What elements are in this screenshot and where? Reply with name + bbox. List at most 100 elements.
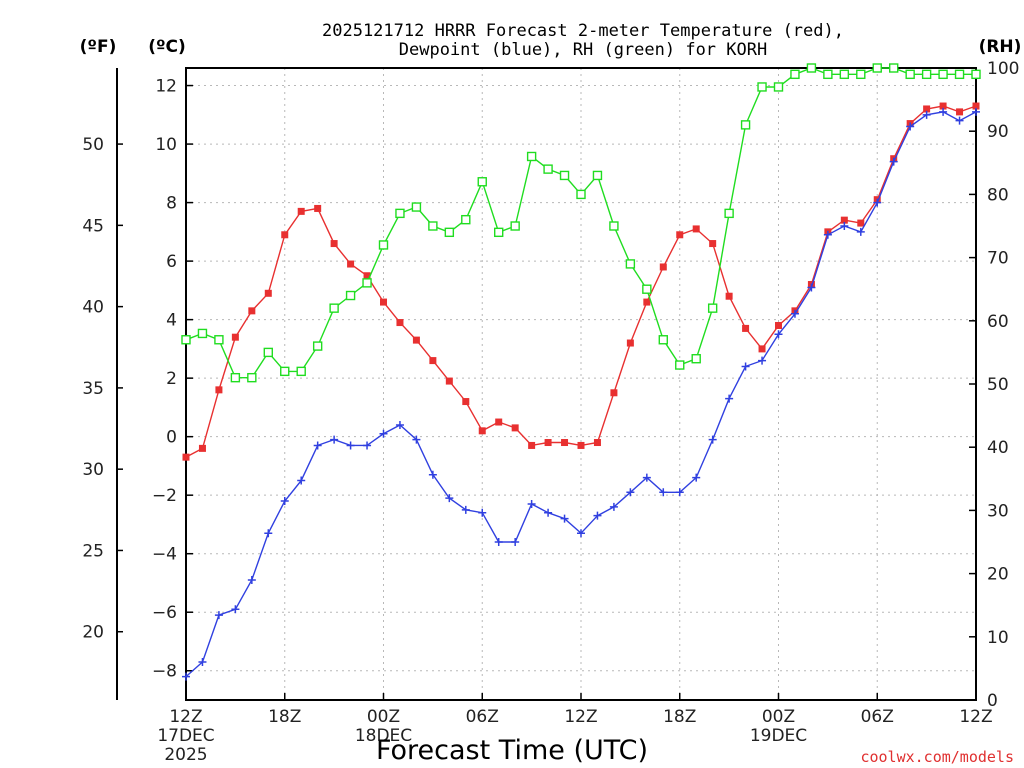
celsius-tick-label: 0 bbox=[166, 428, 177, 448]
rh-point bbox=[625, 259, 636, 269]
dewpoint-point bbox=[955, 116, 964, 125]
x-tick-label: 12Z bbox=[564, 707, 597, 727]
rh-point bbox=[526, 151, 537, 162]
temperature-point bbox=[248, 307, 256, 315]
celsius-tick-label: −2 bbox=[152, 486, 177, 506]
rh-point bbox=[921, 69, 932, 80]
temperature-point bbox=[412, 336, 420, 344]
temperature-point bbox=[725, 292, 733, 300]
rh-point bbox=[214, 335, 224, 345]
celsius-tick-label: 2 bbox=[166, 369, 177, 389]
temperature-point bbox=[659, 263, 667, 271]
dewpoint-point bbox=[412, 435, 421, 444]
rh-point bbox=[724, 208, 734, 219]
source-credit: coolwx.com/models bbox=[860, 748, 1014, 766]
temperature-point bbox=[511, 424, 519, 432]
dewpoint-point bbox=[182, 672, 190, 681]
dewpoint-point bbox=[560, 514, 569, 523]
chart-title-line2: Dewpoint (blue), RH (green) for KORH bbox=[399, 40, 767, 60]
rh-point bbox=[494, 227, 504, 238]
celsius-unit-label: (ºC) bbox=[148, 37, 186, 57]
rh-point bbox=[954, 69, 965, 80]
dewpoint-point bbox=[280, 497, 289, 506]
rh-point bbox=[740, 120, 751, 130]
plot-frame bbox=[185, 67, 977, 701]
fahrenheit-tick-label: 35 bbox=[82, 379, 104, 399]
dewpoint-point bbox=[840, 222, 849, 230]
rh-point bbox=[312, 341, 323, 351]
temperature-point bbox=[939, 102, 947, 110]
temperature-point bbox=[923, 105, 931, 113]
rh-point bbox=[378, 240, 389, 250]
x-tick-label: 06Z bbox=[861, 707, 894, 727]
temperature-point bbox=[626, 339, 634, 347]
dewpoint-point bbox=[544, 508, 553, 517]
x-tick-label: 06Z bbox=[466, 707, 499, 727]
rh-point bbox=[889, 63, 899, 73]
data-series bbox=[181, 63, 981, 681]
rh-tick-label: 40 bbox=[987, 438, 1009, 458]
temperature-point bbox=[544, 439, 552, 447]
dewpoint-point bbox=[741, 362, 750, 371]
dewpoint-point bbox=[609, 502, 618, 511]
rh-point bbox=[576, 189, 586, 200]
celsius-tick-label: −8 bbox=[152, 662, 177, 682]
rh-point bbox=[856, 69, 866, 80]
rh-point bbox=[543, 164, 553, 174]
temperature-point bbox=[429, 357, 437, 365]
temperature-point bbox=[396, 319, 404, 327]
temperature-point bbox=[840, 216, 848, 224]
x-tick-date-label: 18DEC bbox=[355, 726, 412, 746]
rh-point bbox=[707, 303, 718, 313]
temperature-point bbox=[462, 398, 470, 406]
x-tick-label: 18Z bbox=[663, 707, 696, 727]
dewpoint-point bbox=[395, 420, 404, 429]
celsius-tick-label: −4 bbox=[152, 545, 177, 565]
rh-point bbox=[280, 366, 290, 377]
temperature-point bbox=[478, 427, 486, 435]
rh-point bbox=[461, 214, 471, 225]
rh-tick-label: 30 bbox=[987, 501, 1009, 521]
dewpoint-point bbox=[247, 576, 256, 585]
dewpoint-point bbox=[511, 538, 520, 546]
dewpoint-point bbox=[873, 198, 882, 207]
temperature-series bbox=[182, 102, 980, 461]
rh-point bbox=[757, 82, 767, 92]
dewpoint-point bbox=[939, 107, 948, 116]
x-tick-date-label: 19DEC bbox=[750, 726, 807, 746]
x-tick-date-label: 17DEC bbox=[157, 726, 214, 746]
rh-point bbox=[428, 221, 438, 231]
temperature-point bbox=[561, 439, 569, 447]
dewpoint-point bbox=[478, 508, 487, 517]
dewpoint-point bbox=[214, 611, 223, 620]
rh-point bbox=[872, 63, 882, 73]
rh-point bbox=[592, 170, 603, 181]
temperature-point bbox=[182, 453, 190, 461]
dewpoint-point bbox=[642, 473, 651, 482]
dewpoint-point bbox=[725, 394, 734, 403]
dewpoint-point bbox=[330, 435, 339, 444]
dewpoint-point bbox=[593, 511, 602, 520]
fahrenheit-tick-label: 45 bbox=[82, 216, 104, 236]
dewpoint-point bbox=[790, 309, 799, 318]
rh-point bbox=[559, 170, 570, 181]
dewpoint-point bbox=[494, 538, 503, 546]
rh-point bbox=[658, 335, 668, 345]
temperature-point bbox=[264, 289, 272, 297]
dewpoint-point bbox=[708, 435, 717, 444]
temperature-point bbox=[857, 219, 865, 227]
fahrenheit-tick-label: 30 bbox=[82, 460, 104, 480]
rh-tick-label: 60 bbox=[987, 312, 1009, 332]
dewpoint-point bbox=[823, 230, 832, 239]
dewpoint-series bbox=[182, 107, 980, 681]
rh-point bbox=[395, 208, 405, 219]
rh-series bbox=[181, 63, 981, 383]
rh-point bbox=[905, 69, 915, 80]
rh-tick-label: 80 bbox=[987, 185, 1009, 205]
chart-title-line1: 2025121712 HRRR Forecast 2-meter Tempera… bbox=[322, 21, 844, 41]
rh-point bbox=[773, 82, 784, 92]
dewpoint-point bbox=[363, 441, 372, 450]
rh-point bbox=[263, 347, 273, 358]
rh-point bbox=[971, 69, 981, 80]
